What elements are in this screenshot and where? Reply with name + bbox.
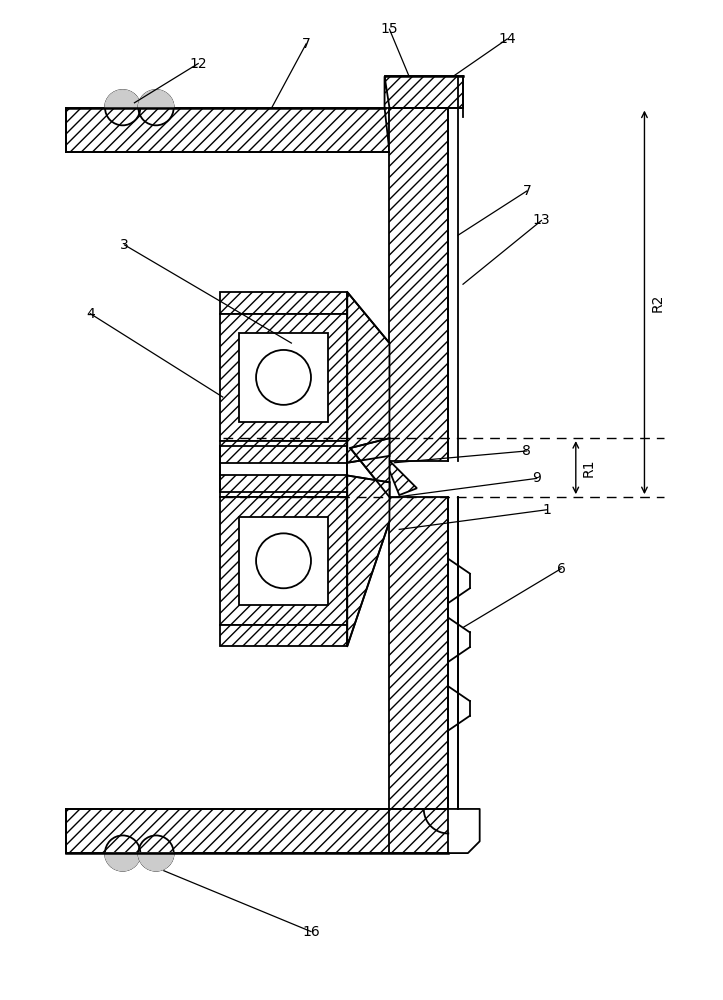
Bar <box>239 517 328 605</box>
Text: 7: 7 <box>301 37 310 51</box>
Text: 13: 13 <box>533 213 550 227</box>
Polygon shape <box>105 90 140 108</box>
Polygon shape <box>385 76 390 152</box>
Polygon shape <box>350 438 390 497</box>
Text: 4: 4 <box>86 307 95 321</box>
Bar <box>220 475 347 497</box>
Bar <box>66 809 448 853</box>
Text: R1: R1 <box>582 458 596 477</box>
Polygon shape <box>390 461 417 495</box>
Bar <box>220 441 347 463</box>
Polygon shape <box>347 475 390 646</box>
Text: 16: 16 <box>302 925 320 939</box>
Bar <box>66 108 390 152</box>
Text: 12: 12 <box>189 57 207 71</box>
Polygon shape <box>105 853 140 871</box>
Bar <box>385 76 463 108</box>
Text: 1: 1 <box>542 503 551 517</box>
Polygon shape <box>360 482 390 502</box>
Text: 6: 6 <box>557 562 565 576</box>
Bar <box>220 292 347 314</box>
Text: 14: 14 <box>498 32 516 46</box>
Text: 15: 15 <box>380 22 398 36</box>
Polygon shape <box>347 292 390 463</box>
Text: 9: 9 <box>532 471 541 485</box>
Bar <box>390 497 448 809</box>
Bar <box>220 625 347 646</box>
Polygon shape <box>138 90 174 108</box>
Bar <box>239 333 328 422</box>
Polygon shape <box>138 853 174 871</box>
Text: 7: 7 <box>523 184 531 198</box>
Text: 3: 3 <box>120 238 129 252</box>
Bar <box>390 108 448 461</box>
Text: 8: 8 <box>522 444 531 458</box>
Bar <box>220 314 347 441</box>
Text: R2: R2 <box>651 293 664 312</box>
Bar <box>220 497 347 625</box>
